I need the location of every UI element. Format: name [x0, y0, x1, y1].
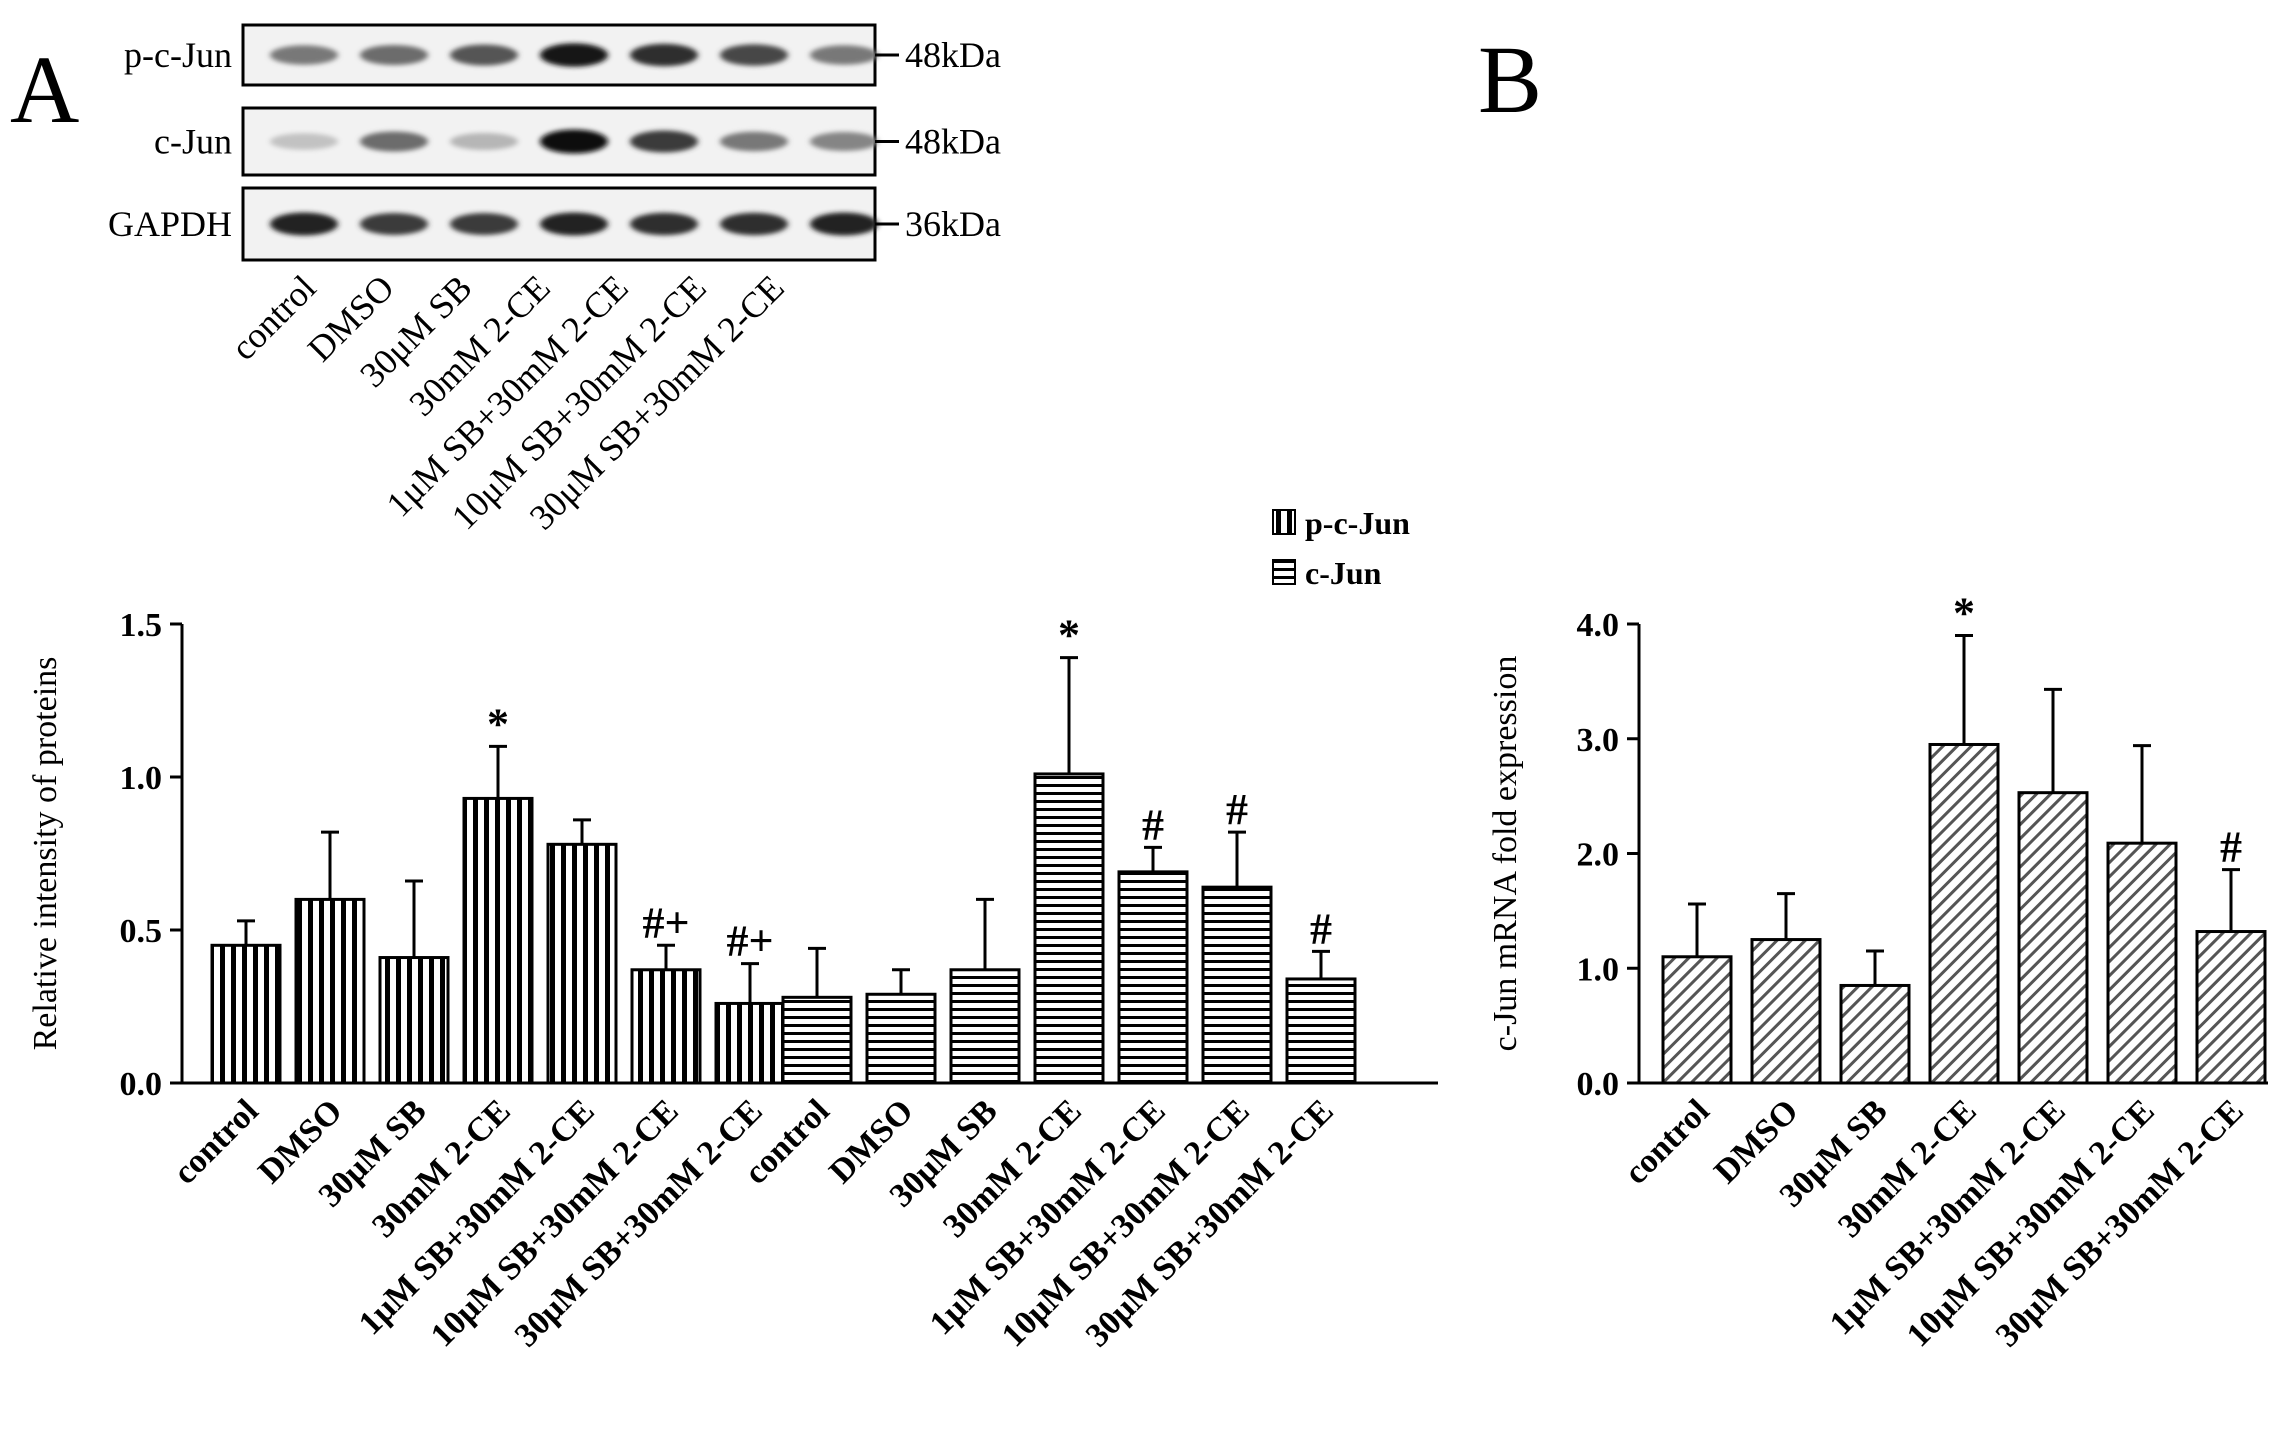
blot-size-label: 36kDa: [905, 204, 1001, 244]
bar: [294, 897, 366, 1085]
legend-label: c-Jun: [1305, 555, 1382, 591]
blot-lane-label: control: [223, 267, 323, 367]
significance-marker: *: [487, 699, 509, 748]
blot-band: [810, 212, 878, 236]
blot-row-p-c-jun: p-c-Jun 48kDa: [124, 23, 1001, 87]
bar: [1201, 885, 1273, 1085]
y-tick-label: 2.0: [1577, 837, 1620, 874]
blot-row-gapdh: GAPDH 36kDa: [108, 186, 1001, 262]
blot-band: [720, 212, 788, 236]
significance-marker: #: [1226, 785, 1248, 834]
bar: [378, 956, 450, 1085]
bar: [2195, 930, 2267, 1085]
blot-size-label: 48kDa: [905, 35, 1001, 75]
chart-legend: p-c-Jun c-Jun: [1272, 505, 1410, 591]
blot-row-label: c-Jun: [154, 122, 232, 162]
x-tick-label: control: [166, 1092, 265, 1191]
y-axis-label: Relative intensity of proteins: [27, 657, 64, 1051]
x-tick-label: control: [1617, 1092, 1716, 1191]
bar: [1661, 955, 1733, 1085]
blot-band: [450, 213, 518, 235]
blot-row-label: p-c-Jun: [124, 35, 232, 75]
bar: [1117, 870, 1189, 1085]
bar: [2106, 841, 2178, 1085]
blot-band: [720, 131, 788, 152]
bar: [546, 842, 618, 1085]
y-tick-label: 4.0: [1577, 607, 1620, 644]
blot-band: [450, 44, 518, 66]
blot-band: [630, 43, 698, 67]
blot-band: [270, 45, 338, 65]
y-tick-label: 0.0: [120, 1066, 163, 1103]
legend-swatch-c-jun: [1272, 559, 1296, 585]
bar: [781, 995, 853, 1085]
blot-band: [630, 130, 698, 153]
bar: [1928, 742, 2000, 1085]
bar: [630, 968, 702, 1085]
blot-row-c-jun: c-Jun 48kDa: [154, 106, 1001, 177]
blot-band: [810, 45, 878, 65]
bar: [714, 1001, 786, 1085]
significance-marker: #: [1310, 904, 1332, 953]
bar: [1285, 977, 1357, 1085]
y-axis-label: c-Jun mRNA fold expression: [1487, 656, 1524, 1052]
blot-band: [720, 44, 788, 66]
blot-band: [360, 213, 428, 235]
y-tick-label: 0.5: [120, 913, 163, 950]
protein-intensity-chart: Relative intensity of proteins 0.0 0.5 1.0 1…: [27, 607, 1438, 1354]
legend-swatch-p-c-jun: [1272, 509, 1296, 535]
blot-row-label: GAPDH: [108, 204, 232, 244]
y-tick-label: 0.0: [1577, 1066, 1620, 1103]
bar: [1033, 772, 1105, 1085]
significance-marker: #+: [726, 917, 773, 966]
blot-band: [270, 133, 338, 150]
blot-band: [810, 132, 878, 151]
blot-size-label: 48kDa: [905, 122, 1001, 162]
blot-band: [360, 45, 428, 65]
y-tick-label: 3.0: [1577, 722, 1620, 759]
blot-band: [540, 129, 608, 154]
blot-band: [450, 133, 518, 150]
bar: [210, 943, 282, 1085]
y-tick-label: 1.5: [120, 607, 163, 644]
bar: [2017, 791, 2089, 1085]
legend-label: p-c-Jun: [1305, 505, 1410, 541]
blot-band: [360, 131, 428, 152]
y-tick-label: 1.0: [1577, 951, 1620, 988]
bar: [1750, 938, 1822, 1085]
blot-band: [270, 212, 338, 236]
bar: [949, 968, 1021, 1085]
significance-marker: #+: [642, 898, 689, 947]
blot-band: [630, 212, 698, 236]
significance-marker: *: [1058, 611, 1080, 660]
bar: [1839, 983, 1911, 1085]
significance-marker: #: [2220, 823, 2242, 872]
blot-band: [540, 212, 608, 236]
panel-letter-a: A: [10, 36, 79, 143]
significance-marker: *: [1953, 588, 1975, 637]
bar: [462, 796, 534, 1085]
bar: [865, 992, 937, 1085]
panel-letter-b: B: [1478, 26, 1542, 133]
mrna-expression-chart: c-Jun mRNA fold expression 0.0 1.0 2.0 3.0 4.…: [1487, 588, 2268, 1354]
blot-band: [540, 43, 608, 67]
significance-marker: #: [1142, 800, 1164, 849]
y-tick-label: 1.0: [120, 760, 163, 797]
